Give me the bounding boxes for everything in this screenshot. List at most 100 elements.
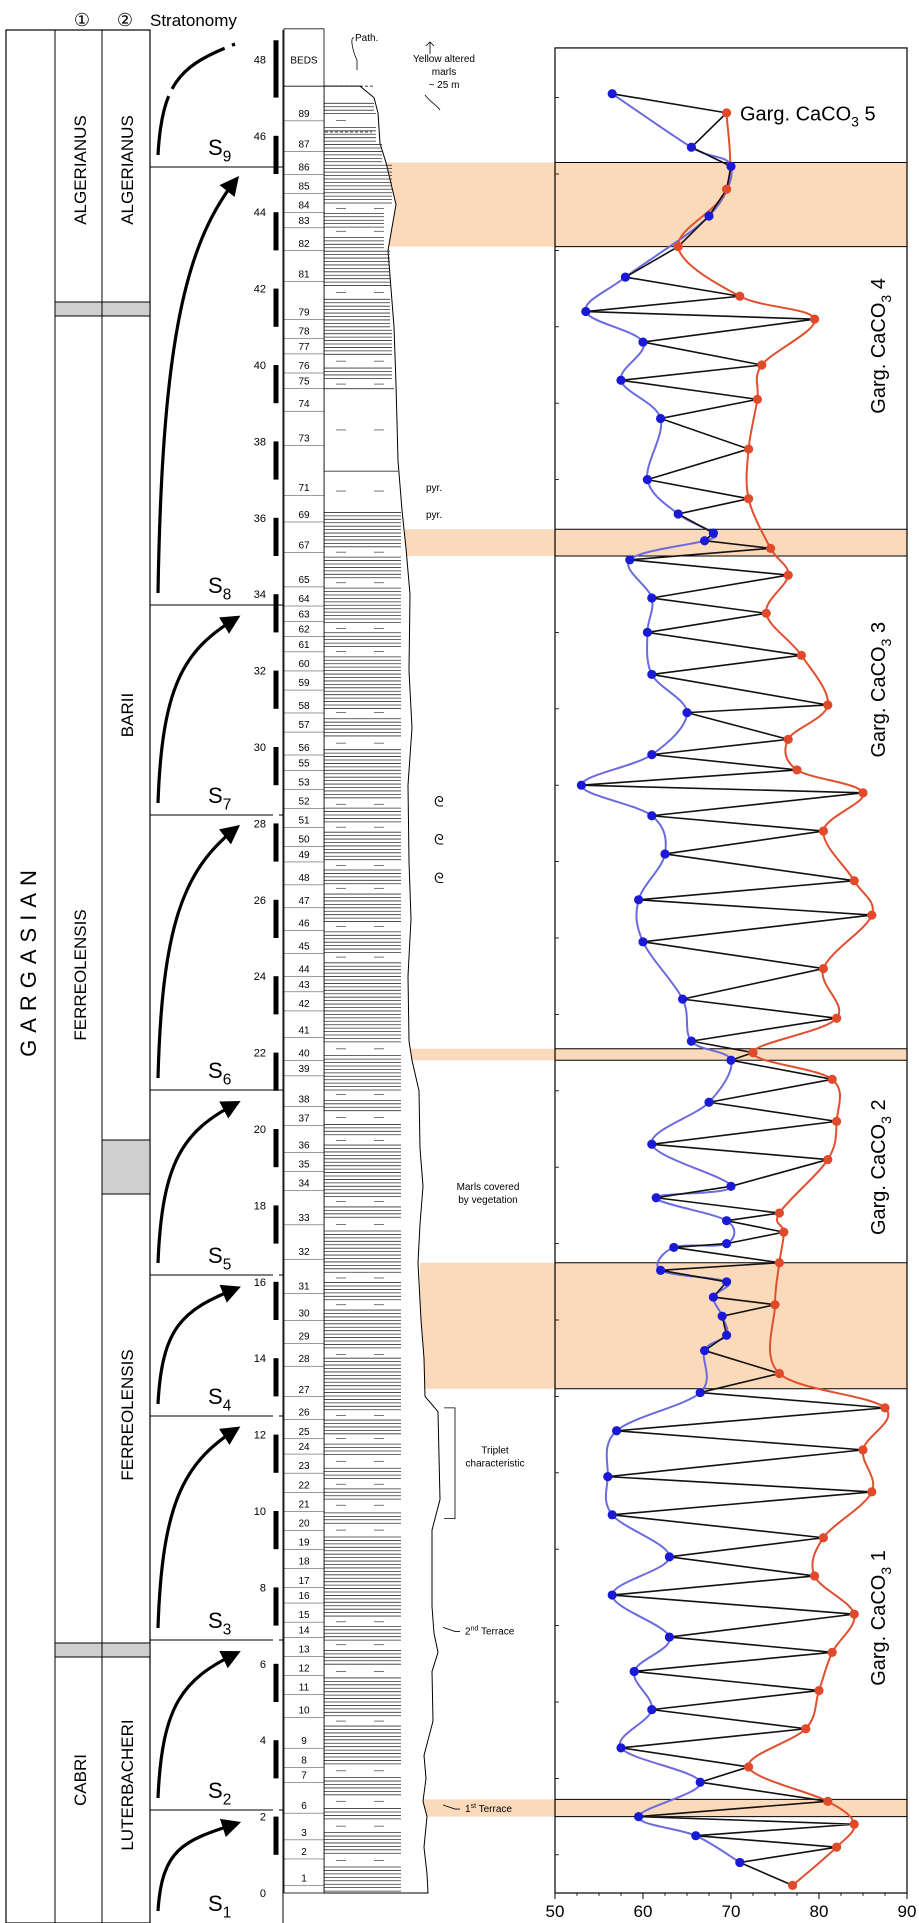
blue-point — [607, 1510, 617, 1520]
bed-number-48: 48 — [298, 873, 310, 884]
blue-point — [708, 528, 719, 538]
annotation-2nd-terrace: 2nd Terrace — [465, 1625, 515, 1637]
bed-number-17: 17 — [298, 1576, 310, 1587]
depth-axis-white-segment — [273, 861, 279, 900]
bed-number-8: 8 — [301, 1755, 307, 1766]
blue-point — [651, 1193, 661, 1203]
red-point — [827, 1647, 837, 1657]
bed-number-73: 73 — [298, 434, 310, 445]
red-point — [823, 1154, 833, 1165]
blue-point — [647, 1139, 657, 1149]
depth-axis-white-segment — [273, 632, 279, 671]
red-point — [792, 765, 802, 775]
red-envelope-line — [677, 112, 890, 1887]
depth-label-4: 4 — [260, 1735, 266, 1747]
bed-number-45: 45 — [298, 942, 310, 953]
bed-number-57: 57 — [298, 720, 310, 731]
depth-axis-white-segment — [273, 1625, 279, 1664]
bed-number-6: 6 — [301, 1801, 307, 1812]
red-point — [810, 1571, 820, 1581]
red-point — [849, 1819, 859, 1829]
red-point — [770, 1300, 780, 1310]
ammonite-icon: ᘓ — [434, 870, 444, 886]
depth-label-20: 20 — [254, 1124, 266, 1136]
blue-point — [603, 1472, 613, 1482]
yellow-marls-down-arrow — [424, 94, 441, 111]
bed-number-column — [283, 85, 325, 1894]
depth-label-6: 6 — [260, 1659, 266, 1671]
bed-number-63: 63 — [298, 609, 310, 620]
depth-axis-white-segment — [273, 250, 279, 289]
interval-label-5-number: 5 — [859, 104, 876, 126]
annotation-2nd-terrace-leader — [442, 1627, 460, 1632]
bed-number-83: 83 — [298, 216, 310, 227]
bed-number-38: 38 — [298, 1094, 310, 1105]
red-point — [752, 394, 763, 404]
interval-label-1: Garg. CaCO3 1 — [868, 1550, 894, 1686]
depth-axis-white-segment — [273, 1778, 279, 1817]
sequence-arrow-7 — [156, 615, 241, 804]
zone-boundary-col2-c — [101, 1642, 151, 1658]
highlight-bands — [385, 162, 907, 1817]
lithologic-section: 0246810121416182022242628303234363840424… — [254, 28, 441, 1900]
interval-label-4: Garg. CaCO3 4 — [868, 278, 894, 414]
marl-hatching — [324, 102, 401, 1892]
bed-number-23: 23 — [298, 1461, 310, 1472]
orange-band-2 — [420, 1262, 907, 1389]
blue-point — [700, 1345, 710, 1356]
bed-number-85: 85 — [298, 181, 310, 192]
zonation-columns: ① ② Stratonomy GARGASIAN ALGERIANUS FERREOLEN… — [5, 10, 284, 1923]
sequence-label-6-main: S — [208, 1058, 223, 1083]
orange-band-4 — [405, 529, 907, 556]
annotation-1st-terrace-word: Terrace — [476, 1804, 512, 1815]
blue-point — [576, 780, 587, 790]
interval-label-3: Garg. CaCO3 3 — [868, 622, 894, 758]
sequence-label-7: S7 — [208, 783, 231, 814]
red-point — [827, 1074, 837, 1084]
sequence-arrow-2 — [156, 1651, 241, 1799]
bed-number-7: 7 — [301, 1771, 307, 1782]
bed-number-36: 36 — [298, 1140, 310, 1151]
bed-number-87: 87 — [298, 139, 310, 150]
sequence-label-2-subscript: 2 — [223, 1792, 232, 1809]
x-tick-label-70: 70 — [722, 1902, 741, 1921]
depth-label-16: 16 — [254, 1277, 266, 1289]
depth-label-18: 18 — [254, 1200, 266, 1212]
sequence-label-4: S4 — [208, 1384, 232, 1415]
column-header-2: ② — [117, 10, 133, 30]
blue-point — [638, 337, 648, 347]
sequence-label-9-main: S — [208, 135, 223, 160]
depth-axis-white-segment — [273, 1320, 279, 1359]
bed-number-18: 18 — [298, 1557, 310, 1568]
depth-label-22: 22 — [254, 1048, 266, 1060]
blue-point — [647, 811, 657, 821]
bed-number-89: 89 — [298, 109, 310, 120]
bed-number-15: 15 — [298, 1610, 310, 1621]
blue-point — [656, 1265, 666, 1275]
depth-label-36: 36 — [254, 513, 266, 525]
stage-label: GARGASIAN — [16, 863, 41, 1057]
bed-number-24: 24 — [298, 1442, 310, 1453]
bed-number-22: 22 — [298, 1480, 310, 1491]
depth-label-10: 10 — [254, 1506, 266, 1518]
interval-label-2: Garg. CaCO3 2 — [868, 1099, 894, 1235]
interval-label-4-main: Garg. CaCO — [868, 303, 890, 414]
blue-point — [647, 669, 657, 680]
blue-point — [704, 1097, 714, 1107]
depth-axis-white-segment — [273, 708, 279, 747]
bed-number-25: 25 — [298, 1427, 310, 1438]
annotation-1st-terrace-number: 1 — [465, 1804, 471, 1815]
blue-point — [629, 1666, 639, 1677]
orange-band-5 — [385, 162, 907, 247]
blue-point — [682, 708, 692, 718]
column-header-stratonomy: Stratonomy — [150, 11, 237, 30]
depth-axis-white-segment — [273, 174, 279, 213]
bed-number-10: 10 — [298, 1706, 310, 1717]
x-tick-label-50: 50 — [546, 1902, 565, 1921]
annotation-marls-covered: Marls covered — [457, 1182, 520, 1193]
red-point — [849, 876, 859, 886]
red-point — [796, 650, 807, 660]
depth-axis-white-segment — [273, 326, 279, 365]
interval-label-5-main: Garg. CaCO — [740, 104, 851, 126]
bed-number-61: 61 — [298, 640, 310, 651]
